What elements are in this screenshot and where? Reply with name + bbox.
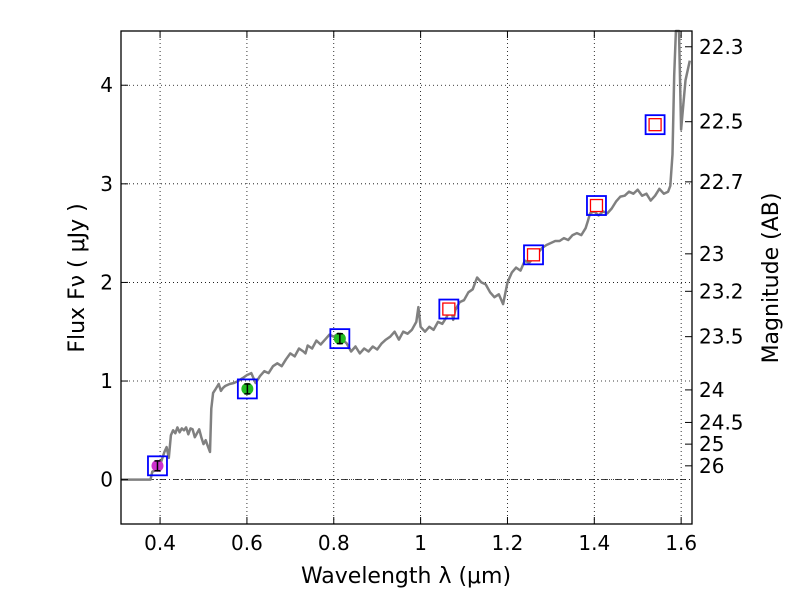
x-tick-label: 0.6: [231, 531, 263, 555]
upper-limit-marker: [589, 198, 604, 213]
magnitude-tick-label: 22.3: [699, 35, 744, 59]
upper-limit-marker: [648, 118, 662, 132]
magnitude-tick-label: 25: [699, 432, 724, 456]
photometry-point: [236, 378, 258, 400]
model-band-box: [147, 455, 168, 477]
x-axis-title: Wavelength λ (μm): [301, 564, 511, 589]
y-tick-label: 2: [100, 270, 113, 294]
magnitude-tick-label: 24: [699, 378, 724, 402]
y-tick-label: 1: [100, 369, 113, 393]
photometry-point: [147, 455, 168, 477]
model-band-box: [523, 244, 544, 266]
plot-frame: [120, 30, 693, 525]
x-tick-label: 0.4: [144, 531, 176, 555]
photometry-point: [644, 114, 666, 136]
y-tick-label: 3: [100, 172, 113, 196]
x-tick-label: 1: [414, 531, 427, 555]
magnitude-tick-label: 23: [699, 242, 724, 266]
x-tick-label: 1.2: [492, 531, 524, 555]
model-band-box: [438, 298, 460, 320]
y-ticks: 0 1 2 3 4: [100, 73, 128, 492]
y-tick-label: 4: [100, 73, 113, 97]
y-tick-label: 0: [100, 468, 113, 492]
model-band-box: [329, 328, 351, 350]
photometry-markers: [147, 114, 666, 477]
magnitude-tick-label: 24.5: [699, 410, 744, 434]
model-spectrum-line: [121, 29, 692, 481]
magnitude-tick-label: 23.2: [699, 279, 744, 303]
y-axis-title: Flux Fν ( μJy ): [65, 203, 90, 352]
upper-limit-marker: [442, 302, 456, 316]
model-band-box: [586, 195, 607, 216]
photometry-point: [523, 244, 544, 266]
x-ticks: 0.4 0.6 0.8 1 1.2 1.4 1.6: [144, 31, 697, 555]
x-tick-label: 1.6: [665, 531, 697, 555]
upper-limit-marker: [526, 248, 541, 262]
x-tick-label: 0.8: [318, 531, 350, 555]
model-band-box: [236, 378, 258, 400]
photometry-point: [586, 195, 607, 216]
magnitude-tick-label: 22.5: [699, 110, 744, 134]
magnitude-tick-label: 26: [699, 454, 724, 478]
grid-lines: [121, 31, 692, 524]
series-layer: [121, 29, 692, 481]
x-tick-label: 1.4: [578, 531, 610, 555]
photometry-point: [329, 328, 351, 350]
photometry-point: [438, 298, 460, 320]
magnitude-tick-label: 22.7: [699, 170, 744, 194]
magnitude-axis-title: Magnitude (AB): [759, 193, 784, 364]
model-band-box: [644, 114, 666, 136]
magnitude-tick-label: 23.5: [699, 325, 744, 349]
